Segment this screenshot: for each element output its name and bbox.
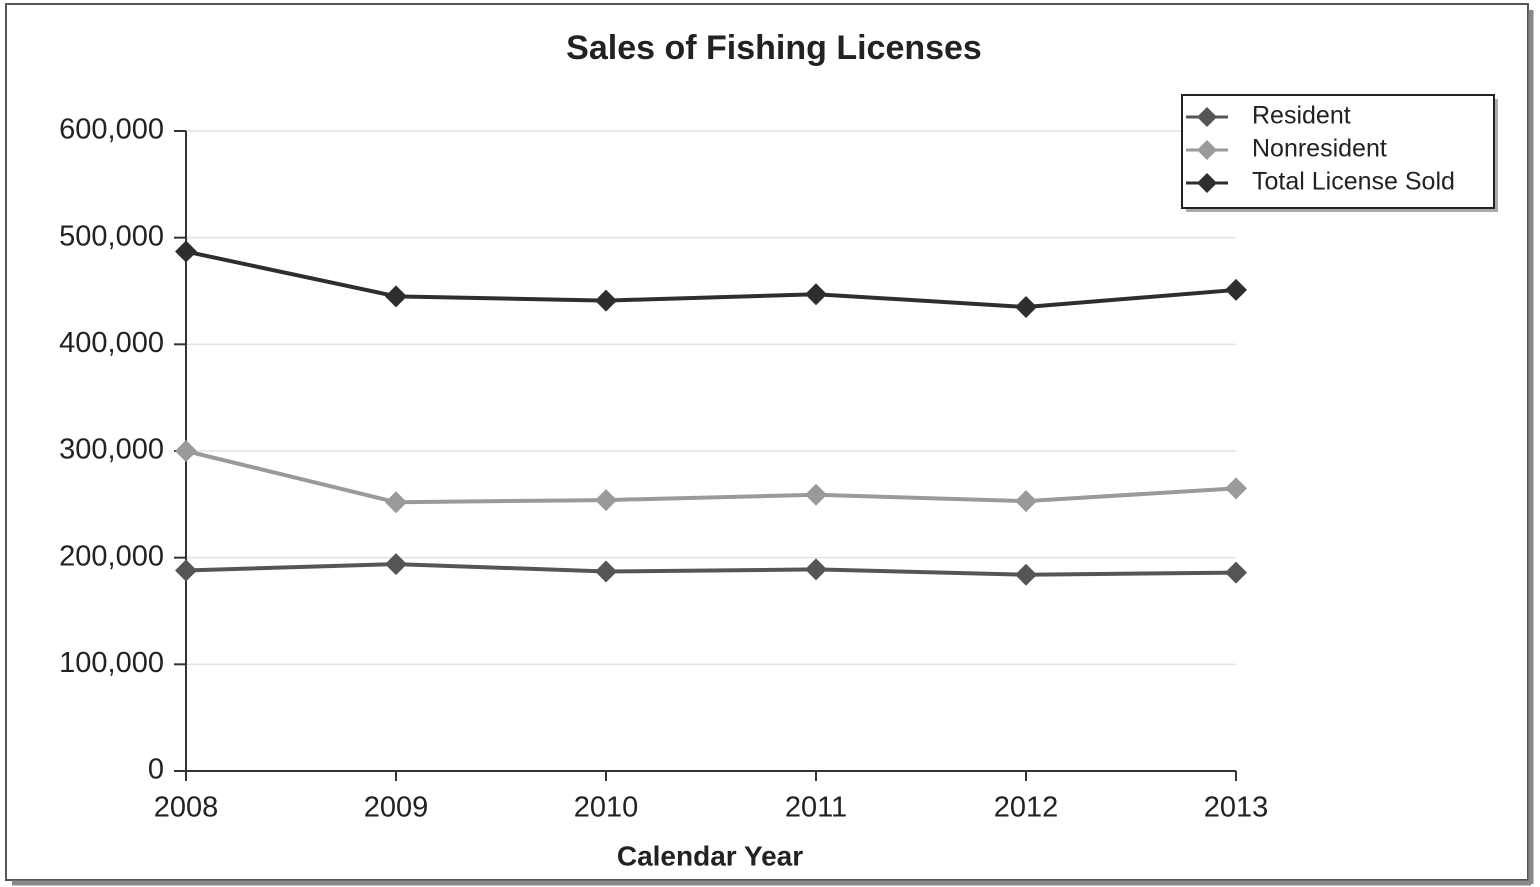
legend-label: Nonresident [1252, 135, 1387, 163]
point [1015, 296, 1037, 318]
legend-marker [1197, 140, 1217, 160]
point [1225, 477, 1247, 500]
series-line [185, 562, 1237, 577]
point [805, 483, 827, 506]
point [1225, 561, 1247, 584]
legend-marker [1197, 107, 1217, 127]
legend [1181, 94, 1495, 209]
chart-title: Sales of Fishing Licenses [566, 29, 982, 67]
point [1015, 563, 1037, 586]
series-line [185, 249, 1237, 310]
y-tick-label: 600,000 [59, 114, 164, 146]
series-line [185, 449, 1237, 505]
point [175, 440, 197, 462]
x-axis-label: Calendar Year [617, 840, 803, 871]
y-tick-label: 400,000 [59, 327, 164, 359]
x-tick-label: 2012 [994, 792, 1059, 824]
legend-label: Total License Sold [1252, 168, 1455, 196]
x-tick-label: 2011 [785, 792, 847, 824]
y-tick-label: 200,000 [59, 540, 164, 572]
point [385, 491, 407, 514]
point [1015, 490, 1037, 513]
point [805, 558, 827, 581]
point [595, 560, 617, 583]
legend-label: Resident [1252, 102, 1351, 130]
x-tick-label: 2013 [1204, 792, 1269, 824]
x-tick-label: 2008 [154, 792, 219, 824]
point [385, 285, 407, 308]
point [805, 283, 827, 306]
point [1225, 278, 1247, 301]
y-tick-label: 0 [148, 754, 164, 786]
point [175, 559, 197, 582]
legend-marker [1197, 173, 1217, 193]
y-tick-label: 300,000 [59, 434, 164, 466]
x-tick-label: 2009 [364, 792, 429, 824]
point [595, 289, 617, 312]
y-tick-label: 100,000 [59, 647, 164, 679]
point [385, 553, 407, 576]
y-tick-label: 500,000 [59, 220, 164, 252]
point [595, 489, 617, 512]
point [175, 240, 197, 263]
x-tick-label: 2010 [574, 792, 639, 824]
